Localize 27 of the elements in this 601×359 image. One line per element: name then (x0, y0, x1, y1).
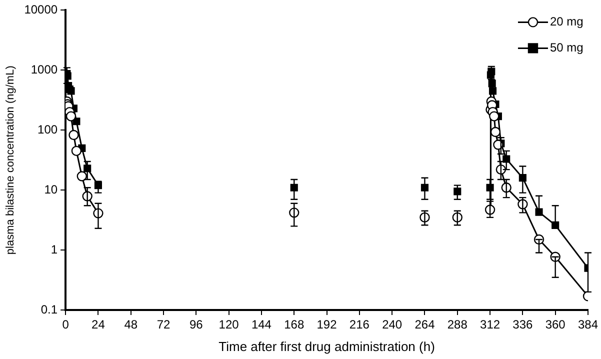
x-tick-label: 48 (124, 318, 138, 332)
x-tick-label: 384 (578, 318, 598, 332)
x-tick-label: 120 (218, 318, 240, 332)
x-tick-label: 24 (92, 318, 106, 332)
legend-label: 20 mg (550, 14, 584, 29)
legend-label: 50 mg (550, 40, 584, 55)
x-tick-label: 216 (349, 318, 370, 332)
y-tick-label: 1000 (30, 62, 58, 76)
x-tick-label: 168 (284, 318, 304, 332)
x-tick-label: 264 (414, 318, 436, 332)
x-tick-label: 96 (189, 318, 204, 332)
y-tick-label: 1 (50, 242, 58, 256)
x-tick-label: 288 (447, 318, 468, 332)
x-tick-label: 72 (156, 318, 171, 332)
x-tick-label: 0 (62, 318, 70, 332)
x-tick-label: 312 (480, 318, 500, 332)
x-tick-label: 336 (512, 318, 534, 332)
x-tick-label: 192 (316, 318, 338, 332)
y-tick-label: 0.1 (40, 302, 58, 316)
x-tick-label: 240 (382, 318, 402, 332)
x-tick-label: 360 (545, 318, 566, 332)
y-tick-label: 100 (38, 122, 58, 136)
y-axis-title: plasma bilastine concentration (ng/mL) (4, 66, 17, 255)
x-axis-title: Time after first drug administration (h) (218, 338, 435, 354)
x-tick-label: 144 (251, 318, 272, 332)
y-tick-label: 10 (44, 182, 58, 196)
y-tick-label: 10000 (24, 2, 58, 17)
